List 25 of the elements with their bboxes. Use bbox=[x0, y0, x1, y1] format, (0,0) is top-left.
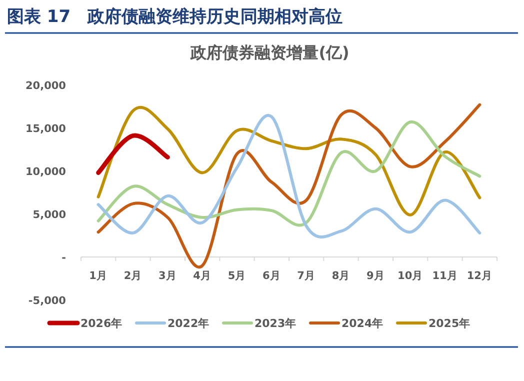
chart-subtitle: 政府债券融资增量(亿) bbox=[190, 43, 350, 62]
y-tick-label: 20,000 bbox=[25, 80, 66, 92]
x-tick-label: 2月 bbox=[124, 270, 142, 282]
x-tick-label: 9月 bbox=[366, 270, 385, 282]
x-tick-label: 10月 bbox=[398, 270, 424, 282]
y-tick-label: -5,000 bbox=[28, 295, 66, 307]
chart-title: 图表 17 政府债融资维持历史同期相对高位 bbox=[7, 7, 343, 27]
legend-label: 2023年 bbox=[254, 317, 296, 330]
x-tick-label: 8月 bbox=[332, 270, 350, 282]
y-tick-label: 5,000 bbox=[32, 209, 66, 221]
x-tick-label: 5月 bbox=[228, 270, 246, 282]
legend-label: 2024年 bbox=[342, 317, 384, 330]
x-tick-label: 11月 bbox=[432, 270, 458, 282]
x-tick-label: 1月 bbox=[89, 270, 108, 282]
x-tick-label: 7月 bbox=[297, 270, 316, 282]
legend-label: 2022年 bbox=[168, 317, 210, 330]
x-tick-label: 4月 bbox=[193, 270, 212, 282]
x-tick-label: 6月 bbox=[262, 270, 281, 282]
x-tick-label: 12月 bbox=[466, 270, 492, 282]
legend-label: 2025年 bbox=[428, 317, 470, 330]
y-tick-label: 10,000 bbox=[25, 166, 66, 178]
y-tick-label: - bbox=[62, 252, 66, 264]
y-tick-label: 15,000 bbox=[25, 123, 66, 135]
legend-label: 2026年 bbox=[80, 317, 122, 330]
x-tick-label: 3月 bbox=[158, 270, 177, 282]
